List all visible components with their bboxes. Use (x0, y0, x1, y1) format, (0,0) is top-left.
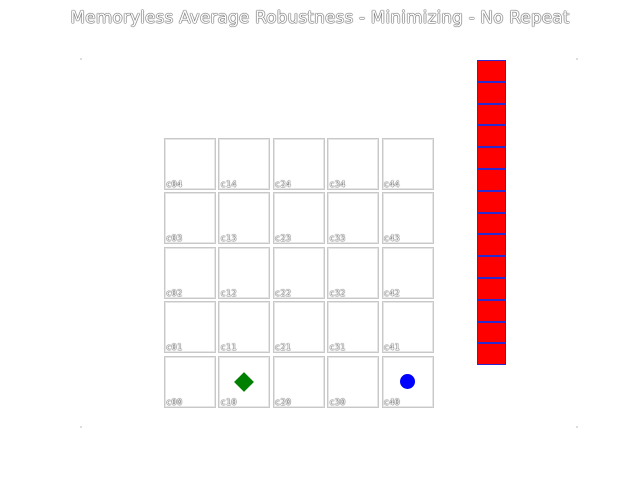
cell-label: c44 (383, 180, 400, 190)
grid-cell-c44[interactable]: c44 (381, 138, 434, 190)
cell-label: c11 (220, 343, 237, 354)
grid-cell-c11[interactable]: c11 (218, 301, 271, 354)
stack-block (477, 234, 506, 257)
cell-label: c14 (220, 180, 237, 190)
blue-circle-token[interactable] (400, 374, 416, 390)
axes-corner-top-left (80, 58, 82, 60)
cell-label: c13 (220, 234, 237, 245)
grid-cell-c01[interactable]: c01 (164, 301, 216, 354)
cell-label: c10 (220, 397, 237, 408)
cell-label: c20 (274, 397, 292, 408)
cell-label: c42 (383, 288, 400, 299)
axes-corner-bottom-left (80, 426, 82, 428)
cell-label: c03 (166, 234, 183, 245)
grid-cell-c24[interactable]: c24 (272, 138, 325, 190)
stack-block (477, 321, 506, 344)
cell-label: c40 (383, 397, 400, 408)
grid-cell-c31[interactable]: c31 (327, 301, 380, 354)
stack-block (477, 103, 506, 126)
stack-block (477, 212, 506, 235)
stack-block (477, 168, 506, 191)
cell-label: c34 (329, 180, 346, 190)
grid-cell-c14[interactable]: c14 (218, 138, 271, 190)
stack-block (477, 147, 506, 169)
grid-cell-c12[interactable]: c12 (218, 246, 271, 299)
chart-title: Memoryless Average Robustness - Minimizi… (70, 8, 570, 28)
grid-cell-c43[interactable]: c43 (381, 192, 434, 245)
grid-cell-c00[interactable]: c00 (164, 355, 216, 408)
stack-block (477, 256, 506, 278)
cell-label: c31 (329, 343, 346, 354)
grid-cell-c10[interactable]: c10 (218, 355, 271, 408)
grid-cell-c32[interactable]: c32 (327, 246, 380, 299)
grid-cell-c23[interactable]: c23 (272, 192, 325, 245)
grid-cell-c30[interactable]: c30 (327, 355, 380, 408)
cell-label: c01 (166, 343, 183, 354)
cell-label: c41 (383, 343, 400, 354)
cell-label: c21 (274, 343, 292, 354)
grid-cell-c22[interactable]: c22 (272, 246, 325, 299)
stack-block (477, 125, 506, 148)
grid-cell-c34[interactable]: c34 (327, 138, 380, 190)
grid-cell-c04[interactable]: c04 (164, 138, 216, 190)
cell-label: c02 (166, 288, 183, 299)
block-stack (477, 60, 506, 366)
cell-label: c33 (329, 234, 346, 245)
grid-cell-c20[interactable]: c20 (272, 355, 325, 408)
cell-label: c22 (274, 288, 292, 299)
grid-cell-c42[interactable]: c42 (381, 246, 434, 299)
game-grid: c04 c14 c24 c34 c44 c03 c13 c23 c33 c43 c02 c12 c22 c… (164, 138, 438, 412)
cell-label: c12 (220, 288, 237, 299)
stack-block (477, 81, 506, 104)
cell-label: c32 (329, 288, 346, 299)
cell-label: c43 (383, 234, 400, 245)
grid-cell-c41[interactable]: c41 (381, 301, 434, 354)
cell-label: c04 (166, 180, 183, 190)
cell-label: c30 (329, 397, 346, 408)
grid-cell-c13[interactable]: c13 (218, 192, 271, 245)
stack-block (477, 299, 506, 322)
cell-label: c24 (274, 180, 292, 190)
stack-block (477, 60, 506, 82)
axes-corner-top-right (576, 58, 578, 60)
axes-corner-bottom-right (576, 426, 578, 428)
stack-block (477, 343, 506, 366)
cell-label: c23 (274, 234, 292, 245)
grid-cell-c21[interactable]: c21 (272, 301, 325, 354)
grid-cell-c02[interactable]: c02 (164, 246, 216, 299)
grid-cell-c03[interactable]: c03 (164, 192, 216, 245)
cell-label: c00 (166, 397, 183, 408)
stack-block (477, 190, 506, 213)
grid-cell-c33[interactable]: c33 (327, 192, 380, 245)
stack-block (477, 277, 506, 300)
